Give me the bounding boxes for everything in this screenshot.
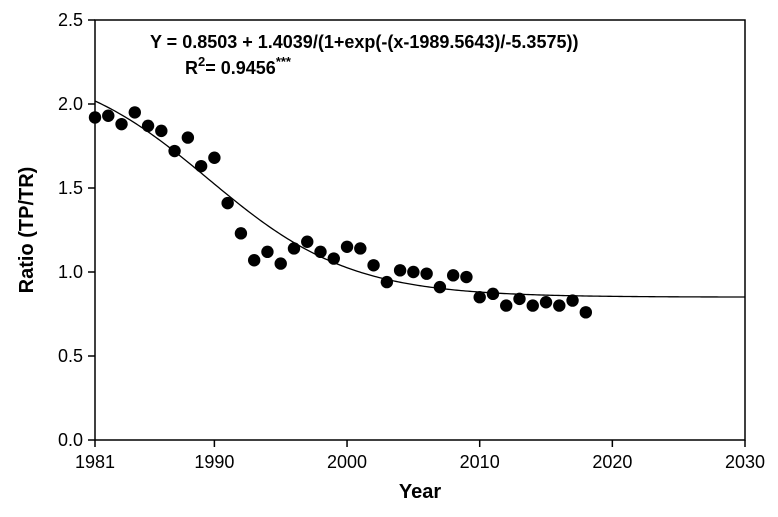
data-point bbox=[115, 118, 127, 130]
chart-svg: 1981 1990 2000 2010 2020 2030 0.0 0.5 1.0 1.5 2.0 2… bbox=[0, 0, 778, 517]
data-point bbox=[182, 131, 194, 143]
x-tick-label: 1990 bbox=[194, 452, 234, 472]
data-point bbox=[195, 160, 207, 172]
data-point bbox=[434, 281, 446, 293]
data-point bbox=[314, 246, 326, 258]
data-point bbox=[354, 242, 366, 254]
data-point bbox=[553, 299, 565, 311]
x-tick-label: 2000 bbox=[327, 452, 367, 472]
data-point bbox=[420, 267, 432, 279]
y-tick-label: 0.5 bbox=[58, 346, 83, 366]
data-point bbox=[328, 252, 340, 264]
x-axis-title: Year bbox=[399, 481, 441, 503]
y-tick-label: 1.0 bbox=[58, 262, 83, 282]
data-point bbox=[261, 246, 273, 258]
data-point bbox=[527, 299, 539, 311]
data-point bbox=[248, 254, 260, 266]
data-point bbox=[367, 259, 379, 271]
data-point bbox=[473, 291, 485, 303]
data-point bbox=[580, 306, 592, 318]
data-point bbox=[341, 241, 353, 253]
data-point bbox=[447, 269, 459, 281]
x-tick-label: 2010 bbox=[460, 452, 500, 472]
data-point bbox=[102, 110, 114, 122]
y-axis-title: Ratio (TP/TR) bbox=[16, 167, 38, 294]
chart-container: 1981 1990 2000 2010 2020 2030 0.0 0.5 1.0 1.5 2.0 2… bbox=[0, 0, 778, 517]
x-tick-label: 2030 bbox=[725, 452, 765, 472]
data-point bbox=[142, 120, 154, 132]
x-tick-label: 1981 bbox=[75, 452, 115, 472]
r-squared-text: R2= 0.9456*** bbox=[185, 54, 292, 78]
data-point bbox=[301, 236, 313, 248]
data-point bbox=[235, 227, 247, 239]
data-point bbox=[129, 106, 141, 118]
x-tick-label: 2020 bbox=[592, 452, 632, 472]
data-point bbox=[394, 264, 406, 276]
data-point bbox=[221, 197, 233, 209]
data-point bbox=[566, 294, 578, 306]
data-point bbox=[208, 152, 220, 164]
data-point bbox=[540, 296, 552, 308]
data-point bbox=[168, 145, 180, 157]
data-point bbox=[407, 266, 419, 278]
data-point bbox=[89, 111, 101, 123]
y-tick-label: 2.5 bbox=[58, 10, 83, 30]
plot-border bbox=[95, 20, 745, 440]
fitted-curve bbox=[95, 101, 745, 297]
data-point bbox=[275, 257, 287, 269]
data-point bbox=[513, 293, 525, 305]
y-tick-label: 1.5 bbox=[58, 178, 83, 198]
data-point bbox=[155, 125, 167, 137]
data-point bbox=[460, 271, 472, 283]
equation-text: Y = 0.8503 + 1.4039/(1+exp(-(x-1989.5643… bbox=[150, 32, 578, 52]
data-point bbox=[381, 276, 393, 288]
data-point bbox=[487, 288, 499, 300]
data-point bbox=[288, 242, 300, 254]
data-point bbox=[500, 299, 512, 311]
y-tick-label: 0.0 bbox=[58, 430, 83, 450]
y-tick-label: 2.0 bbox=[58, 94, 83, 114]
